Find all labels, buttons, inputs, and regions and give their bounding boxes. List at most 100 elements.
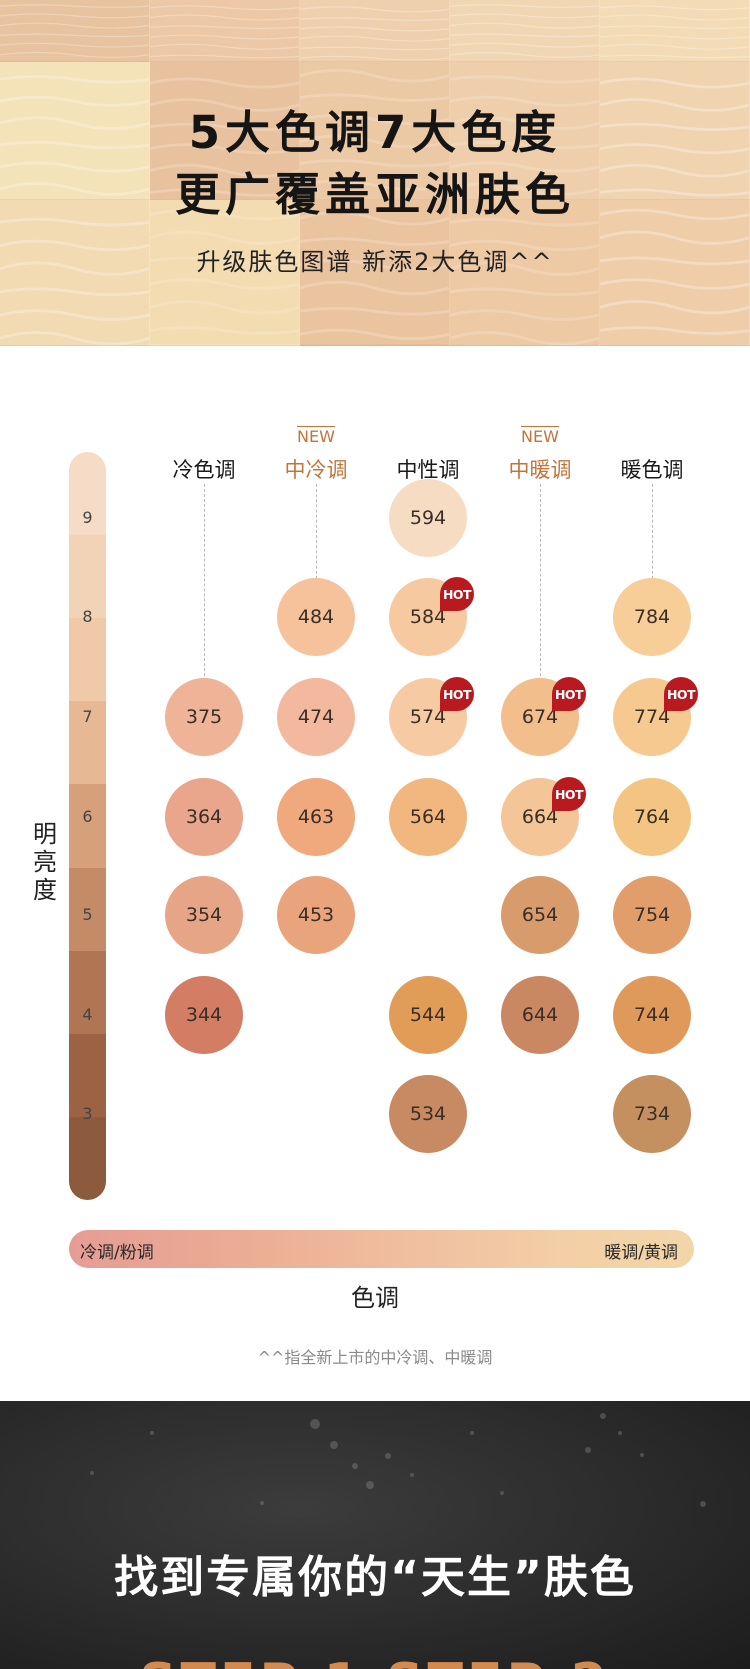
water-droplet	[600, 1413, 606, 1419]
texture-tile	[0, 0, 150, 62]
texture-tile	[450, 62, 600, 200]
water-droplet	[700, 1501, 706, 1507]
brightness-level: 8	[82, 607, 93, 626]
shade-swatch-544[interactable]: 544	[389, 976, 467, 1054]
shade-swatch-594[interactable]: 594	[389, 479, 467, 557]
texture-tile	[600, 0, 750, 62]
water-droplet	[366, 1481, 374, 1489]
water-droplet	[385, 1453, 391, 1459]
water-droplet	[618, 1431, 622, 1435]
texture-tile	[450, 0, 600, 62]
shade-swatch-784[interactable]: 784	[613, 578, 691, 656]
brightness-segment	[69, 784, 106, 868]
new-tag: NEW	[256, 426, 376, 446]
column-header: 中冷调	[284, 458, 348, 482]
shade-swatch-564[interactable]: 564	[389, 778, 467, 856]
water-droplet	[470, 1431, 474, 1435]
new-tag-text: NEW	[521, 426, 559, 446]
brightness-segment	[69, 950, 106, 1034]
water-droplet	[90, 1471, 94, 1475]
column-header: 暖色调	[620, 458, 684, 482]
brightness-level: 9	[82, 508, 93, 527]
water-droplet	[410, 1473, 414, 1477]
brightness-axis-char: 明	[33, 820, 57, 848]
banner-bottom-partial: STEP 1 STEP 2	[0, 1651, 750, 1669]
hero-title-line2: 更广覆盖亚洲肤色	[174, 168, 575, 221]
brightness-segment	[69, 867, 106, 951]
water-droplet	[640, 1453, 644, 1457]
shade-swatch-453[interactable]: 453	[277, 876, 355, 954]
water-droplet	[352, 1463, 358, 1469]
new-tag: NEW	[480, 426, 600, 446]
brightness-segment	[69, 1033, 106, 1117]
column-header: 冷色调	[172, 458, 236, 482]
shade-swatch-754[interactable]: 754	[613, 876, 691, 954]
water-droplet	[585, 1447, 591, 1453]
texture-tile	[150, 0, 300, 62]
shade-swatch-474[interactable]: 474	[277, 678, 355, 756]
shade-swatch-734[interactable]: 734	[613, 1075, 691, 1153]
column-header: 中暖调	[508, 458, 572, 482]
texture-tile	[150, 200, 300, 346]
column-guide-line	[652, 484, 653, 584]
brightness-segment	[69, 1116, 106, 1200]
shade-swatch-744[interactable]: 744	[613, 976, 691, 1054]
brightness-level: 5	[82, 905, 93, 924]
tone-left-label: 冷调/粉调	[80, 1243, 154, 1263]
texture-tile	[450, 200, 600, 346]
hero-banner: 5大色调7大色度 更广覆盖亚洲肤色 升级肤色图谱 新添2大色调^^	[0, 0, 750, 346]
brightness-segment	[69, 535, 106, 619]
texture-tile	[300, 0, 450, 62]
brightness-bar	[69, 452, 106, 1200]
shade-swatch-584[interactable]: 584	[389, 578, 467, 656]
shade-swatch-354[interactable]: 354	[165, 876, 243, 954]
shade-swatch-375[interactable]: 375	[165, 678, 243, 756]
shade-swatch-484[interactable]: 484	[277, 578, 355, 656]
column-guide-line	[540, 484, 541, 686]
column-guide-line	[204, 484, 205, 686]
hot-badge: HOT	[440, 677, 474, 711]
water-droplet	[310, 1419, 320, 1429]
shade-swatch-654[interactable]: 654	[501, 876, 579, 954]
brightness-axis-label: 明亮度	[28, 820, 62, 904]
shade-swatch-644[interactable]: 644	[501, 976, 579, 1054]
water-droplet	[150, 1431, 154, 1435]
tone-bar	[69, 1230, 694, 1268]
tone-axis-label: 色调	[351, 1284, 399, 1312]
tone-right-label: 暖调/黄调	[604, 1243, 678, 1263]
brightness-segment	[69, 701, 106, 785]
hero-title-line1: 5大色调7大色度	[188, 106, 562, 159]
column-header: 中性调	[396, 458, 460, 482]
brightness-axis-char: 度	[33, 876, 57, 904]
banner-bottom-text: STEP 1 STEP 2	[0, 1653, 750, 1669]
texture-tile	[0, 62, 150, 200]
shade-swatch-764[interactable]: 764	[613, 778, 691, 856]
brightness-level: 6	[82, 807, 93, 826]
banner-title: 找到专属你的“天生”肤色	[114, 1552, 636, 1603]
shade-swatch-463[interactable]: 463	[277, 778, 355, 856]
texture-tile	[300, 62, 450, 200]
water-droplet	[260, 1501, 264, 1505]
texture-tile	[300, 200, 450, 346]
hero-panel	[150, 62, 600, 344]
shade-swatch-364[interactable]: 364	[165, 778, 243, 856]
new-tag-text: NEW	[297, 426, 335, 446]
brightness-level: 3	[82, 1104, 93, 1123]
brightness-segment	[69, 618, 106, 702]
water-droplet	[330, 1441, 338, 1449]
brightness-level: 7	[82, 707, 93, 726]
shade-swatch-344[interactable]: 344	[165, 976, 243, 1054]
hero-subtitle: 升级肤色图谱 新添2大色调^^	[196, 248, 554, 276]
hot-badge: HOT	[552, 777, 586, 811]
hot-badge: HOT	[664, 677, 698, 711]
texture-tile	[0, 200, 150, 346]
hot-badge: HOT	[552, 677, 586, 711]
brightness-axis-char: 亮	[33, 848, 57, 876]
brightness-segment	[69, 452, 106, 536]
texture-tile	[600, 62, 750, 200]
shade-swatch-534[interactable]: 534	[389, 1075, 467, 1153]
texture-tile	[150, 62, 300, 200]
water-droplet	[500, 1491, 504, 1495]
brightness-level: 4	[82, 1005, 93, 1024]
